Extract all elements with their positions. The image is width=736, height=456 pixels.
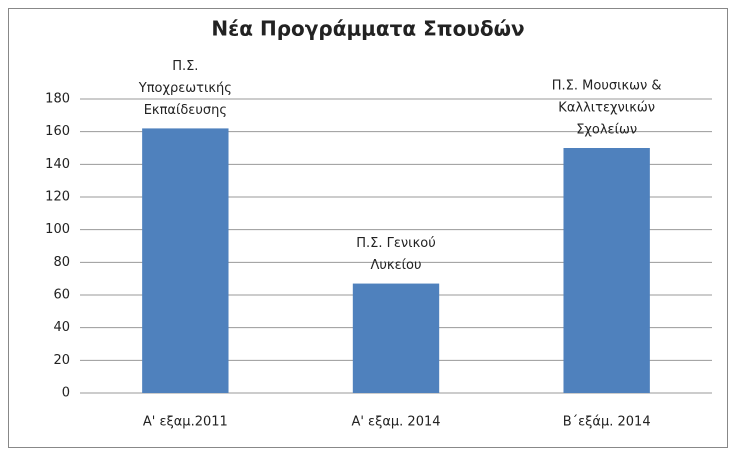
y-tick-label: 140: [45, 157, 70, 172]
bar-annotation: Καλλιτεχνικών: [558, 101, 655, 116]
y-tick-label: 60: [53, 288, 70, 303]
x-tick-label: Α' εξαμ. 2014: [351, 415, 440, 430]
bar-annotation: Λυκείου: [371, 258, 422, 273]
bar-annotation: Υποχρεωτικής: [138, 81, 232, 96]
y-tick-label: 80: [53, 255, 70, 270]
bar: [142, 128, 229, 393]
y-tick-label: 20: [53, 353, 70, 368]
y-tick-label: 160: [45, 124, 70, 139]
bar-annotation: Π.Σ. Γενικού: [356, 236, 435, 251]
x-tick-label: Α' εξαμ.2011: [143, 415, 228, 430]
y-tick-label: 120: [45, 190, 70, 205]
bar-annotation: Π.Σ.: [172, 59, 198, 74]
bar-annotation: Σχολείων: [576, 123, 637, 138]
bar-annotation: Π.Σ. Μουσικων &: [552, 79, 662, 94]
bar: [352, 283, 440, 393]
bar-annotation: Εκπαίδευσης: [144, 103, 227, 118]
bar: [563, 148, 650, 393]
y-tick-label: 100: [45, 222, 70, 237]
x-tick-label: Β΄εξάμ. 2014: [563, 415, 651, 430]
y-tick-label: 0: [62, 386, 70, 401]
y-tick-label: 40: [53, 320, 70, 335]
chart-title: Νέα Προγράμματα Σπουδών: [211, 17, 524, 41]
y-tick-label: 180: [45, 92, 70, 107]
